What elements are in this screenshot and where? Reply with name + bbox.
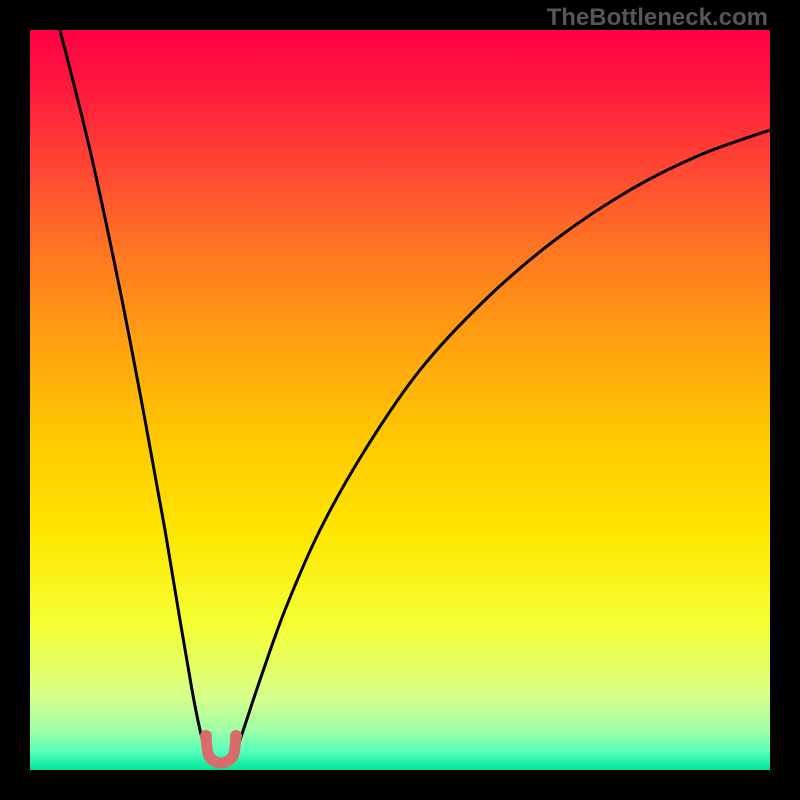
trough-marker-dot-1 — [230, 730, 242, 742]
curve-right-branch — [236, 130, 770, 752]
trough-marker-dot-0 — [200, 730, 212, 742]
watermark-text: TheBottleneck.com — [547, 4, 768, 32]
plot-area — [30, 30, 770, 770]
curves-overlay — [30, 30, 770, 770]
trough-marker — [206, 736, 236, 763]
chart-frame: TheBottleneck.com — [0, 0, 800, 800]
curve-left-branch — [60, 30, 206, 752]
